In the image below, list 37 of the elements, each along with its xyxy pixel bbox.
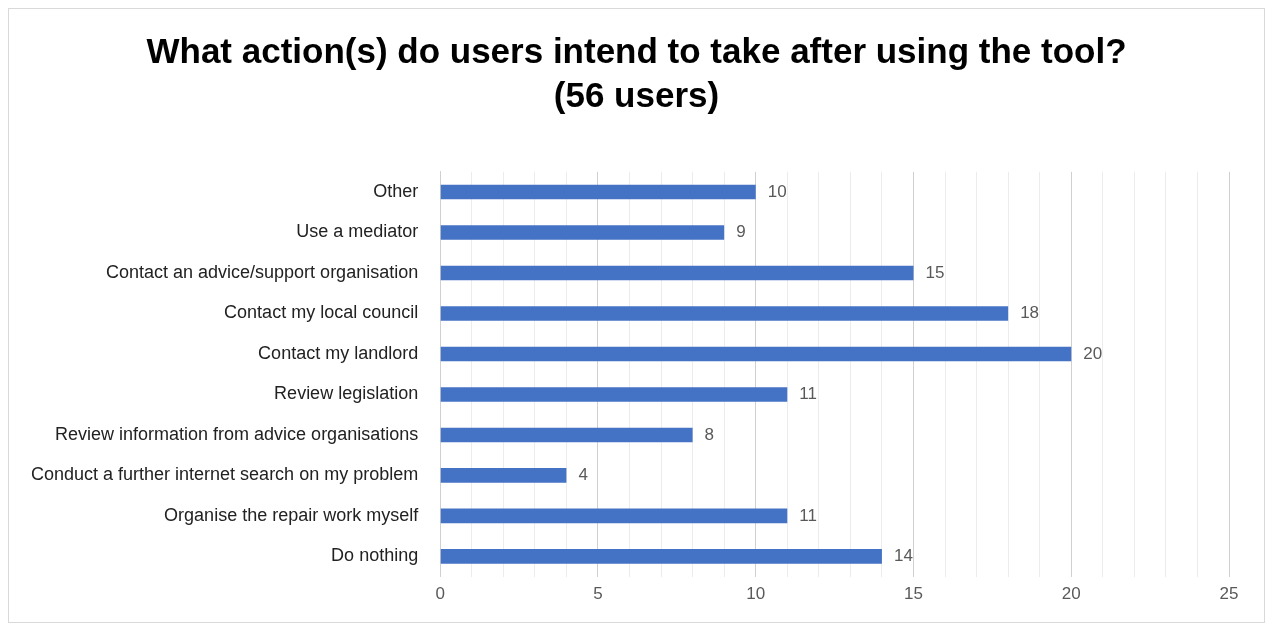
bar [440,427,693,443]
y-tick-label: Review information from advice organisations [55,423,419,444]
y-tick-label: Contact my local council [224,302,419,323]
bar [440,306,1009,321]
bar [440,265,914,281]
data-label: 11 [799,384,817,404]
y-tick-label: Contact an advice/support organisation [105,261,419,282]
bar [440,468,567,483]
data-label: 8 [704,424,715,444]
bar [440,184,756,200]
data-label: 18 [1020,303,1040,323]
bar [440,549,882,564]
chart-title: What action(s) do users intend to take after using the tool? (56 users) [145,30,1128,116]
data-label: 20 [1083,343,1103,363]
x-tick-label: 15 [904,584,923,604]
data-label: 11 [799,505,817,525]
x-tick-label: 10 [746,584,766,604]
x-tick-label: 5 [593,584,603,604]
bar [440,225,725,240]
y-tick-label: Conduct a further internet search on my problem [30,464,419,485]
data-label: 4 [578,465,588,485]
data-label: 10 [767,181,787,201]
y-tick-label: Review legislation [274,383,419,404]
data-label: 14 [893,546,913,566]
x-tick-label: 0 [435,584,445,604]
y-tick-label: Other [373,181,419,202]
x-tick-label: 25 [1219,584,1239,604]
bar [440,508,788,524]
bar [440,387,788,402]
y-tick-label: Organise the repair work myself [164,504,420,525]
y-tick-label: Contact my landlord [258,342,419,363]
y-tick-label: Do nothing [331,545,419,566]
data-label: 9 [736,222,746,242]
y-tick-label: Use a mediator [296,221,419,242]
bar [440,346,1072,362]
x-tick-label: 20 [1061,584,1081,604]
data-label: 15 [925,262,945,282]
